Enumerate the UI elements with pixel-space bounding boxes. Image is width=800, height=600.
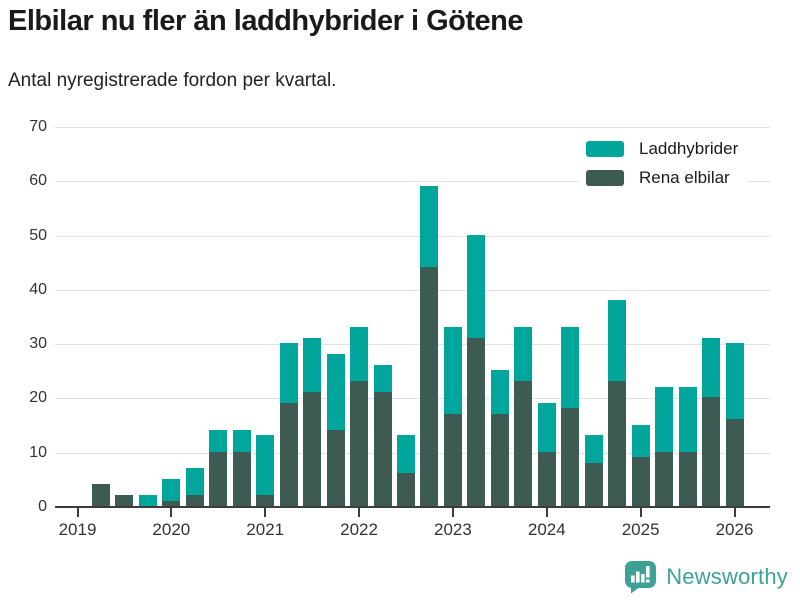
x-tick-2024 <box>545 508 548 517</box>
bar-segment-laddhybrider <box>326 354 345 430</box>
y-tick-label-10: 10 <box>29 443 47 461</box>
bar-segment-rena-elbilar <box>279 402 298 506</box>
x-tick-2020 <box>170 508 173 517</box>
newsworthy-logo-icon <box>625 561 657 594</box>
bar-segment-laddhybrider <box>514 326 533 382</box>
y-tick-label-60: 60 <box>29 172 47 190</box>
bar-segment-rena-elbilar <box>209 451 228 506</box>
bar-segment-rena-elbilar <box>162 500 181 506</box>
chart-title: Elbilar nu fler än laddhybrider i Götene <box>8 5 524 37</box>
y-tick-label-30: 30 <box>29 335 47 353</box>
gridline-50 <box>55 235 770 237</box>
x-tick-2021 <box>264 508 267 517</box>
bar-segment-laddhybrider <box>631 424 650 458</box>
y-tick-label-0: 0 <box>38 498 47 515</box>
y-tick-label-20: 20 <box>29 389 47 407</box>
bar-segment-rena-elbilar <box>678 451 697 506</box>
bar-segment-laddhybrider <box>279 343 298 403</box>
bar-segment-rena-elbilar <box>232 451 251 506</box>
chart-subtitle: Antal nyregistrerade fordon per kvartal. <box>8 70 337 91</box>
bar-segment-rena-elbilar <box>702 397 721 506</box>
bar-segment-rena-elbilar <box>397 473 415 506</box>
bar-segment-rena-elbilar <box>467 337 486 506</box>
brand-name: Newsworthy <box>666 564 788 589</box>
bar-segment-laddhybrider <box>702 337 721 398</box>
bar-segment-laddhybrider <box>350 326 369 382</box>
bar-segment-laddhybrider <box>467 234 486 338</box>
legend-label-laddhybrider: Laddhybrider <box>639 139 739 158</box>
x-tick-2019 <box>76 508 79 517</box>
x-tick-2026 <box>733 508 736 517</box>
bar-segment-rena-elbilar <box>91 484 110 506</box>
bar-segment-rena-elbilar <box>655 451 674 506</box>
x-tick-2025 <box>639 508 642 517</box>
bar-segment-laddhybrider <box>490 370 509 414</box>
x-tick-label-2021: 2021 <box>246 520 285 539</box>
x-tick-label-2023: 2023 <box>434 520 472 539</box>
bar-segment-laddhybrider <box>162 478 181 501</box>
x-tick-label-2020: 2020 <box>152 520 191 539</box>
bar-segment-rena-elbilar <box>256 495 275 506</box>
gridline-40 <box>55 289 770 291</box>
bar-segment-laddhybrider <box>209 430 228 452</box>
legend-swatch-rena-elbilar <box>586 170 624 186</box>
bar-segment-rena-elbilar <box>303 392 322 506</box>
bar-segment-rena-elbilar <box>584 462 603 506</box>
bar-segment-rena-elbilar <box>350 381 369 506</box>
bar-segment-rena-elbilar <box>490 413 509 506</box>
bar-segment-laddhybrider <box>725 343 744 420</box>
x-tick-2022 <box>358 508 361 517</box>
x-tick-label-2022: 2022 <box>340 520 378 539</box>
legend-label-rena-elbilar: Rena elbilar <box>639 168 730 187</box>
gridline-60 <box>55 181 770 183</box>
x-tick-label-2019: 2019 <box>58 520 97 539</box>
bar-segment-laddhybrider <box>303 337 322 392</box>
x-tick-label-2026: 2026 <box>715 520 754 539</box>
bar-segment-rena-elbilar <box>443 413 462 506</box>
bar-segment-laddhybrider <box>537 402 556 452</box>
bar-segment-laddhybrider <box>561 326 580 409</box>
bar-segment-laddhybrider <box>138 495 157 506</box>
x-tick-label-2025: 2025 <box>621 520 660 539</box>
bar-segment-rena-elbilar <box>725 419 744 506</box>
bar-segment-laddhybrider <box>420 185 439 268</box>
legend-item-laddhybrider: Laddhybrider <box>586 140 738 158</box>
bar-segment-laddhybrider <box>232 430 251 452</box>
y-tick-label-70: 70 <box>29 118 47 135</box>
gridline-70 <box>55 127 770 128</box>
legend: Laddhybrider Rena elbilar <box>578 135 749 192</box>
gridline-30 <box>55 344 770 346</box>
bar-segment-laddhybrider <box>397 435 415 474</box>
x-tick-label-2024: 2024 <box>527 520 566 539</box>
bar-segment-rena-elbilar <box>537 451 556 506</box>
bar-segment-rena-elbilar <box>608 381 627 506</box>
y-tick-label-40: 40 <box>29 280 47 298</box>
bar-segment-laddhybrider <box>584 435 603 463</box>
gridline-20 <box>55 398 770 400</box>
x-tick-2023 <box>451 508 454 517</box>
bar-segment-rena-elbilar <box>631 457 650 506</box>
bar-segment-laddhybrider <box>256 435 275 496</box>
bar-segment-laddhybrider <box>678 386 697 452</box>
bar-segment-rena-elbilar <box>373 392 392 506</box>
y-tick-label-50: 50 <box>29 226 47 244</box>
x-axis-line <box>55 506 770 508</box>
legend-swatch-laddhybrider <box>586 141 624 157</box>
legend-item-rena-elbilar: Rena elbilar <box>586 169 738 187</box>
bar-segment-laddhybrider <box>655 386 674 452</box>
bar-segment-laddhybrider <box>185 468 204 496</box>
bar-segment-rena-elbilar <box>514 381 533 506</box>
bar-segment-laddhybrider <box>608 299 627 382</box>
bar-segment-laddhybrider <box>373 364 392 392</box>
bar-segment-laddhybrider <box>443 326 462 414</box>
bar-segment-rena-elbilar <box>185 495 204 506</box>
bar-segment-rena-elbilar <box>115 495 134 506</box>
newsworthy-branding: Newsworthy <box>623 560 788 594</box>
bar-segment-rena-elbilar <box>326 430 345 506</box>
bar-segment-rena-elbilar <box>561 408 580 506</box>
bar-segment-rena-elbilar <box>420 267 439 506</box>
